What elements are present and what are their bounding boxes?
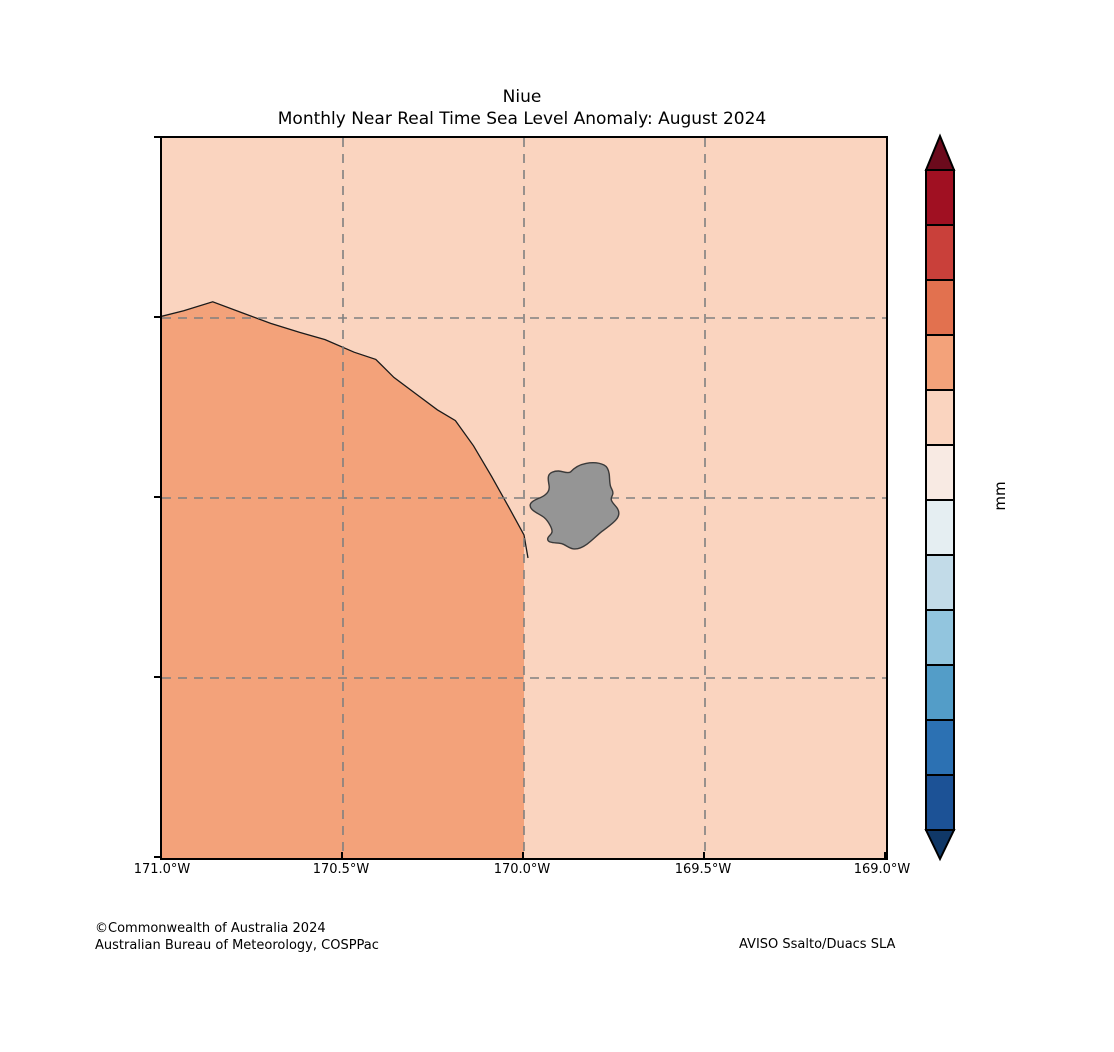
- footer-data-source: AVISO Ssalto/Duacs SLA: [739, 937, 896, 952]
- sea-level-anomaly-map: [162, 138, 886, 858]
- xtick-mark-170-5w: [341, 852, 343, 858]
- xtick-label-169-0w: 169.0°W: [853, 862, 911, 877]
- ytick-mark-19-0: [154, 496, 160, 498]
- colorbar-band-minus200-minus150: [925, 664, 955, 721]
- niue-island-landmass: [529, 462, 620, 550]
- footer-agency: Australian Bureau of Meteorology, COSPPa…: [95, 938, 379, 953]
- field-band-100-150: [162, 301, 524, 858]
- colorbar-band-0-50: [925, 444, 955, 501]
- ytick-mark-20-0: [154, 856, 160, 858]
- colorbar-unit-label: mm: [991, 481, 1009, 511]
- colorbar-band-group: [925, 169, 955, 831]
- colorbar-swatches: [924, 133, 956, 862]
- colorbar-band-200-250: [925, 224, 955, 281]
- colorbar-band-50-100: [925, 389, 955, 446]
- xtick-label-169-5w: 169.5°W: [674, 862, 732, 877]
- colorbar: 300 250 200 150 100 50 0 -50 -100 -150 -…: [922, 130, 958, 862]
- chart-title-block: Niue Monthly Near Real Time Sea Level An…: [160, 86, 884, 131]
- footer-copyright: ©Commonwealth of Australia 2024: [95, 921, 326, 936]
- xtick-mark-169-0w: [884, 852, 886, 858]
- colorbar-band-minus50-0: [925, 499, 955, 556]
- colorbar-band-minus300-minus250: [925, 774, 955, 831]
- colorbar-extend-under-arrow: [924, 829, 956, 862]
- xtick-mark-171-0w: [160, 852, 162, 858]
- colorbar-band-minus100-minus50: [925, 554, 955, 611]
- colorbar-band-250-300: [925, 169, 955, 226]
- xtick-label-170-0w: 170.0°W: [493, 862, 551, 877]
- ytick-mark-18-5: [154, 316, 160, 318]
- xtick-label-171-0w: 171.0°W: [133, 862, 191, 877]
- page-title: Niue: [502, 87, 542, 107]
- colorbar-band-150-200: [925, 279, 955, 336]
- gridlines-latitude: [162, 317, 886, 679]
- colorbar-band-minus150-minus100: [925, 609, 955, 666]
- xtick-mark-170-0w: [522, 852, 524, 858]
- ytick-mark-18-0: [154, 136, 160, 138]
- colorbar-band-minus250-minus200: [925, 719, 955, 776]
- map-plot-area: [160, 136, 888, 860]
- colorbar-extend-over-arrow: [924, 133, 956, 171]
- xtick-mark-169-5w: [703, 852, 705, 858]
- footer-attribution: ©Commonwealth of Australia 2024 Australi…: [95, 920, 379, 954]
- chart-subtitle: Monthly Near Real Time Sea Level Anomaly…: [277, 109, 767, 129]
- ytick-mark-19-5: [154, 676, 160, 678]
- colorbar-band-100-150: [925, 334, 955, 391]
- xtick-label-170-5w: 170.5°W: [312, 862, 370, 877]
- contour-line-100mm: [162, 301, 529, 559]
